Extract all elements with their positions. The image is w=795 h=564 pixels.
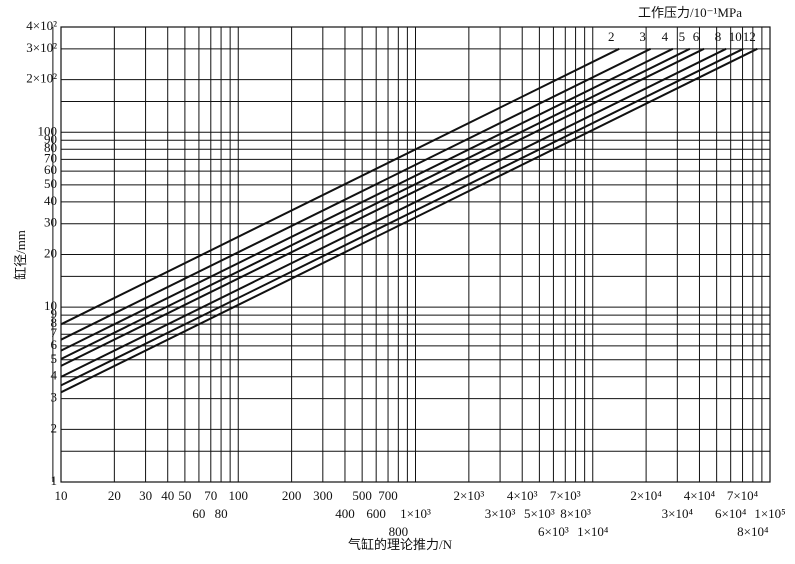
y-tick-label: 1 <box>51 473 58 488</box>
series-line <box>60 47 620 326</box>
x-tick-label: 60 <box>192 506 205 521</box>
y-tick-label: 100 <box>38 123 58 138</box>
series-label: 5 <box>679 29 686 44</box>
y-tick-label: 6 <box>51 337 58 352</box>
y-tick-label: 2×10² <box>26 71 57 86</box>
x-tick-label: 200 <box>282 488 302 503</box>
series-label: 10 <box>729 29 742 44</box>
x-tick-label: 1×10⁵ <box>754 506 785 521</box>
y-tick-label: 70 <box>44 150 57 165</box>
x-tick-label: 400 <box>335 506 355 521</box>
series-label: 12 <box>743 29 756 44</box>
x-tick-label: 50 <box>178 488 191 503</box>
y-tick-label: 3 <box>51 390 58 405</box>
x-tick-label: 4×10⁴ <box>684 488 716 503</box>
y-tick-label: 20 <box>44 245 57 260</box>
series-line <box>60 47 652 341</box>
x-tick-label: 8×10³ <box>560 506 591 521</box>
y-tick-label: 10 <box>44 298 57 313</box>
x-tick-label: 7×10³ <box>550 488 581 503</box>
y-tick-label: 80 <box>44 140 57 155</box>
legend-title: 工作压力/10⁻¹MPa <box>638 5 742 20</box>
x-tick-label: 500 <box>352 488 372 503</box>
x-tick-label: 70 <box>204 488 217 503</box>
y-tick-label: 50 <box>44 176 57 191</box>
y-tick-label: 4×10² <box>26 18 57 33</box>
y-tick-label: 5 <box>51 351 58 366</box>
x-axis-label: 气缸的理论推力/N <box>348 537 453 552</box>
x-tick-label: 6×10³ <box>538 524 569 539</box>
x-tick-label: 40 <box>161 488 174 503</box>
x-tick-label: 600 <box>366 506 386 521</box>
series-line <box>60 47 705 367</box>
x-tick-label: 100 <box>229 488 249 503</box>
x-tick-label: 1×10³ <box>400 506 431 521</box>
x-tick-label: 6×10⁴ <box>715 506 747 521</box>
y-tick-label: 40 <box>44 193 57 208</box>
series-label: 8 <box>715 29 722 44</box>
x-tick-label: 300 <box>313 488 333 503</box>
x-tick-label: 30 <box>139 488 152 503</box>
x-tick-label: 8×10⁴ <box>737 524 769 539</box>
y-tick-label: 90 <box>44 131 57 146</box>
x-tick-label: 800 <box>389 524 409 539</box>
y-tick-label: 30 <box>44 215 57 230</box>
x-tick-label: 10 <box>55 488 68 503</box>
y-axis-label: 缸径/mm <box>13 230 28 280</box>
series-label: 6 <box>693 29 700 44</box>
series-label: 3 <box>639 29 646 44</box>
x-tick-label: 4×10³ <box>507 488 538 503</box>
series-line <box>60 47 727 378</box>
x-tick-label: 20 <box>108 488 121 503</box>
y-tick-label: 9 <box>51 306 58 321</box>
series-line <box>60 47 691 360</box>
series-line <box>60 47 758 394</box>
series-line <box>60 47 744 387</box>
y-tick-label: 3×10² <box>26 40 57 55</box>
x-tick-label: 2×10³ <box>453 488 484 503</box>
x-tick-label: 3×10³ <box>485 506 516 521</box>
series-line <box>60 47 674 352</box>
x-tick-label: 700 <box>378 488 398 503</box>
y-tick-label: 2 <box>51 420 58 435</box>
series-label: 4 <box>662 29 669 44</box>
x-tick-label: 7×10⁴ <box>727 488 759 503</box>
y-tick-label: 7 <box>51 325 58 340</box>
x-tick-label: 3×10⁴ <box>662 506 694 521</box>
y-tick-label: 8 <box>51 315 58 330</box>
x-tick-label: 2×10⁴ <box>630 488 662 503</box>
x-tick-label: 1×10⁴ <box>577 524 609 539</box>
x-tick-label: 80 <box>215 506 228 521</box>
y-tick-label: 4 <box>51 368 58 383</box>
y-tick-label: 60 <box>44 162 57 177</box>
x-tick-label: 5×10³ <box>524 506 555 521</box>
series-label: 2 <box>608 29 615 44</box>
